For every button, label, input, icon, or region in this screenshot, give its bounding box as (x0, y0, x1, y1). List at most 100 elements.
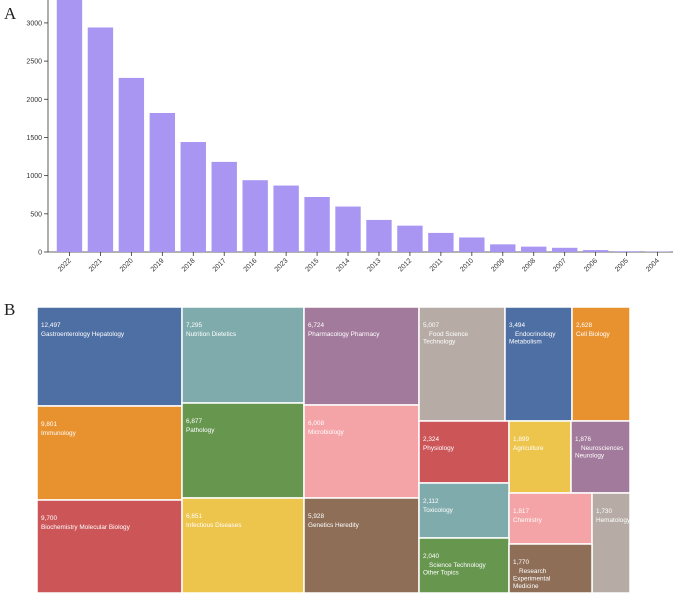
bar-2011 (428, 232, 454, 252)
x-tick-label: 2007 (552, 257, 568, 273)
treemap-tile-label: Hematology (596, 517, 631, 524)
treemap-tile-rect (508, 492, 593, 545)
treemap-tile-label: Neurosciences (581, 445, 623, 452)
treemap-tile: 6,651 Infectious Diseases (181, 497, 305, 593)
treemap-tile-label: Physiology (423, 445, 455, 452)
treemap-tile-rect (504, 306, 573, 422)
bar-2015 (304, 197, 330, 252)
treemap-tile-label: Chemistry (513, 517, 543, 524)
x-tick-label: 2006 (583, 257, 599, 273)
treemap-tile: 2,112 Toxicology (418, 482, 510, 539)
treemap-tile-rect (570, 420, 631, 494)
x-tick-label: 2005 (614, 257, 630, 273)
treemap-tile-value: 5,928 (308, 513, 324, 520)
treemap-tile-rect (418, 537, 510, 593)
treemap-tile-label: Science Technology (429, 562, 487, 569)
bar-2023 (273, 185, 299, 252)
treemap-tile-value: 1,770 (513, 559, 529, 566)
x-tick-label: 2018 (181, 257, 197, 273)
treemap-tile: 1,730 Hematology (591, 492, 631, 593)
treemap-tile-value: 6,008 (308, 420, 324, 427)
treemap-tile-value: 1,817 (513, 508, 529, 515)
y-tick-label: 1000 (26, 173, 42, 180)
treemap-tile-value: 2,040 (423, 553, 439, 560)
treemap-tile-rect (181, 402, 305, 499)
bar-2008 (521, 246, 547, 252)
treemap-tile-rect (303, 404, 420, 499)
treemap-tile: 6,724 Pharmacology Pharmacy (303, 306, 420, 406)
treemap-tile: 6,877 Pathology (181, 402, 305, 499)
treemap-tile-label: Gastroenterology Hepatology (41, 331, 125, 338)
treemap-tile-label: Biochemistry Molecular Biology (41, 524, 131, 531)
treemap-tile-value: 6,651 (186, 513, 202, 520)
treemap-tile-label: Medicine (513, 583, 539, 590)
panel-label-a: A (4, 4, 17, 23)
treemap-tile-label: Agriculture (513, 445, 544, 452)
treemap-tile-label: Pharmacology Pharmacy (308, 331, 380, 338)
bar-2007 (551, 247, 578, 252)
bar-2009 (490, 244, 516, 252)
treemap-tile-value: 1,899 (513, 436, 529, 443)
x-tick-label: 2011 (429, 257, 445, 273)
x-tick-label: 2017 (212, 257, 228, 273)
treemap-tile: 1,899 Agriculture (508, 420, 572, 494)
treemap-tile: 2,324 Physiology (418, 420, 510, 484)
treemap-tile-value: 12,497 (41, 322, 61, 329)
treemap-tile-value: 9,801 (41, 421, 57, 428)
x-tick-label: 2016 (243, 257, 259, 273)
bar-2016 (242, 180, 268, 252)
treemap-tile: 1,817 Chemistry (508, 492, 593, 545)
treemap-tile-rect (181, 306, 305, 404)
x-tick-label: 2022 (57, 257, 73, 273)
treemap-tile-rect (591, 492, 631, 593)
treemap-tile-value: 6,877 (186, 418, 202, 425)
bar-2012 (397, 225, 423, 252)
treemap-tile: 7,295 Nutrition Dietetics (181, 306, 305, 404)
x-tick-label: 2019 (150, 257, 166, 273)
treemap-tile-rect (418, 306, 506, 422)
bar-2020 (118, 77, 145, 253)
treemap-tile-label: Technology (423, 339, 456, 346)
treemap-tile-rect (303, 497, 420, 593)
treemap-tile-value: 2,324 (423, 436, 439, 443)
x-tick-label: 2010 (459, 257, 475, 273)
x-tick-label: 2004 (645, 257, 661, 273)
treemap-tile-label: Pathology (186, 427, 215, 434)
treemap-tile-value: 7,295 (186, 322, 202, 329)
x-tick-label: 2014 (335, 257, 351, 273)
treemap-tile-label: Microbiology (308, 429, 345, 436)
treemap-tile-label: Immunology (41, 430, 77, 437)
treemap-tile-label: Nutrition Dietetics (186, 331, 236, 338)
y-tick-label: 3000 (26, 20, 42, 27)
bar-2014 (335, 206, 361, 252)
treemap-tile-value: 1,730 (596, 508, 612, 515)
bar-2018 (180, 142, 206, 252)
treemap-tile-rect (571, 306, 631, 422)
y-tick-label: 500 (30, 211, 42, 218)
treemap-tile-rect (36, 306, 183, 407)
treemap-tile: 9,801 Immunology (36, 405, 183, 501)
bar-2005 (613, 251, 640, 252)
treemap-tile: 6,008 Microbiology (303, 404, 420, 499)
treemap-tile-value: 6,724 (308, 322, 324, 329)
treemap-tile-rect (36, 499, 183, 593)
treemap-tile-label: Other Topics (423, 570, 459, 577)
x-tick-label: 2009 (490, 257, 506, 273)
bar-2013 (366, 219, 392, 252)
treemap-tile-value: 1,876 (575, 436, 591, 443)
x-tick-label: 2021 (88, 257, 104, 273)
treemap-tile: 5,928 Genetics Heredity (303, 497, 420, 593)
treemap-tile-label: Neurology (575, 453, 605, 460)
x-tick-label: 2023 (274, 257, 290, 273)
bar-chart: 0 500 1000 1500 2000 2500 3000 2022 2021 2020 2019… (26, 0, 673, 273)
treemap-tile-rect (303, 306, 420, 406)
treemap-tile-rect (181, 497, 305, 593)
bar-2017 (211, 161, 237, 252)
treemap-tile-label: Metabolism (509, 339, 542, 346)
bar-2021 (87, 27, 114, 253)
treemap-tile-label: Toxicology (423, 507, 454, 514)
